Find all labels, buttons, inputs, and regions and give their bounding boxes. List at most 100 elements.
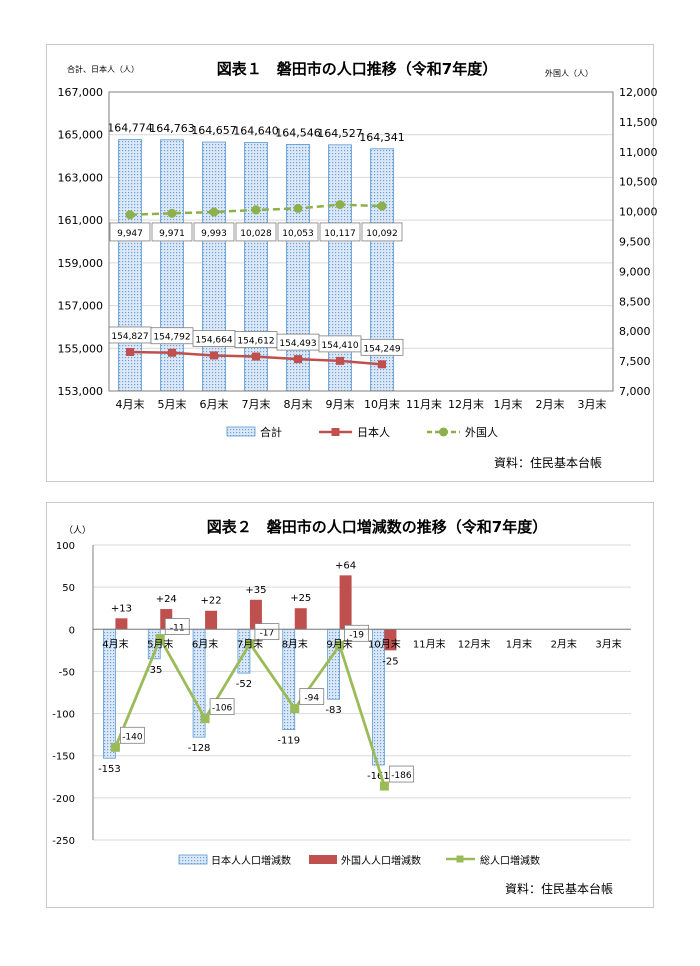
chart1-japanese-marker (126, 347, 134, 356)
population-chart-panel: 図表１ 磐田市の人口推移（令和7年度） 合計、日本人（人） 外国人（人） 164… (46, 44, 658, 482)
chart1-foreign-data-label: 10,028 (240, 229, 272, 239)
chart1-right-tick-label: 7,000 (619, 385, 651, 398)
chart1-foreign-marker (293, 203, 303, 213)
chart1-left-tick-label: 157,000 (58, 300, 104, 313)
chart1-x-tick-label: 3月末 (578, 397, 607, 411)
chart1-foreign-data-label: 9,971 (159, 229, 185, 239)
chart1-foreign-label-box (361, 222, 403, 242)
chart2-title: 図表２ 磐田市の人口増減数の推移（令和7年度） (207, 518, 547, 536)
chart1-left-tick-label: 153,000 (58, 385, 104, 398)
chart2-y-tick-label: 100 (56, 541, 75, 552)
legend-foreign-change-swatch (309, 855, 337, 864)
chart1-x-tick-label: 11月末 (406, 397, 442, 411)
chart1-plot-border (108, 91, 614, 392)
chart1-japanese-data-label: 154,249 (363, 344, 400, 354)
chart1-japanese-marker (168, 348, 176, 357)
chart1-legend: 合計 日本人 外国人 (226, 425, 498, 439)
chart2-total-marker (155, 634, 165, 644)
chart1-foreign-data-label: 10,092 (366, 229, 398, 239)
chart1-right-tick-label: 8,500 (619, 295, 651, 308)
chart2-total-data-label: -19 (349, 630, 364, 640)
chart2-total-label-box (164, 618, 190, 635)
chart2-source: 資料：住民基本台帳 (505, 881, 613, 896)
legend-total-swatch (226, 426, 256, 437)
chart2-total-marker (379, 781, 389, 791)
chart1-foreign-marker (209, 207, 219, 217)
chart1-total-data-label: 164,341 (359, 131, 405, 144)
chart2-total-data-label: -106 (212, 704, 233, 714)
chart2-x-tick-label: 7月末 (237, 637, 263, 650)
chart2-x-tick-label: 12月末 (458, 637, 491, 650)
chart2-total-label-box (389, 765, 414, 783)
chart2-total-label-box (120, 726, 145, 744)
chart1-x-tick-label: 7月末 (242, 397, 271, 411)
chart1-left-tick-label: 163,000 (58, 171, 104, 184)
chart1-left-tick-label: 165,000 (58, 129, 104, 142)
chart1-total-data-label: 164,527 (317, 127, 363, 140)
chart2-japanese-data-label: -119 (277, 736, 300, 747)
chart2-total-marker (290, 704, 300, 714)
chart1-left-tick-label: 167,000 (58, 86, 104, 99)
chart2-x-tick-label: 2月末 (551, 637, 577, 650)
legend-foreign-label: 外国人 (465, 426, 498, 439)
chart1-total-data-label: 164,763 (149, 122, 195, 135)
legend-japanese-marker-icon (331, 428, 340, 436)
chart2-total-marker (110, 742, 120, 752)
chart2-y-tick-label: 50 (62, 583, 75, 594)
legend-japanese-change-swatch (178, 854, 208, 865)
population-change-chart: 図表２ 磐田市の人口増減数の推移（令和7年度） （人） -153 -35 -128 -… (52, 518, 631, 896)
chart1-foreign-marker (125, 210, 135, 220)
chart2-japanese-data-label: -35 (146, 665, 162, 676)
chart1-japanese-data-label: 154,410 (321, 341, 358, 351)
chart2-foreign-bar (249, 599, 262, 630)
chart1-left-tick-label: 155,000 (58, 342, 104, 355)
chart1-japanese-data-label: 154,792 (153, 333, 190, 343)
chart1-foreign-label-box (277, 222, 319, 242)
chart2-x-tick-label: 4月末 (102, 637, 128, 650)
chart1-x-tick-label: 2月末 (536, 397, 565, 411)
chart2-foreign-bar (115, 618, 128, 630)
chart2-japanese-data-label: -153 (98, 764, 121, 775)
population-change-chart-panel: 図表２ 磐田市の人口増減数の推移（令和7年度） （人） -153 -35 -128 -… (46, 502, 654, 908)
chart1-x-tick-label: 12月末 (448, 397, 484, 411)
chart1-foreign-marker (335, 200, 345, 210)
chart1-japanese-marker (378, 360, 386, 369)
chart1-right-tick-label: 10,000 (619, 206, 658, 219)
chart1-japanese-data-label: 154,612 (237, 337, 274, 347)
chart2-x-tick-label: 10月末 (368, 637, 401, 650)
chart2-total-data-label: -17 (260, 629, 275, 639)
chart2-x-tick-label: 1月末 (506, 637, 532, 650)
chart1-japanese-marker (336, 356, 344, 365)
chart1-japanese-marker (210, 351, 218, 360)
chart2-japanese-data-label: -83 (325, 705, 341, 716)
chart1-right-tick-label: 11,500 (619, 116, 658, 129)
chart2-total-data-label: -94 (304, 694, 319, 704)
chart2-japanese-data-label: -52 (236, 679, 252, 690)
chart1-total-bar (328, 144, 352, 392)
chart2-foreign-bar (294, 608, 307, 630)
chart2-y-tick-label: -50 (59, 667, 75, 678)
chart1-x-tick-label: 4月末 (116, 397, 145, 411)
chart2-x-tick-label: 11月末 (413, 637, 446, 650)
chart1-left-tick-label: 161,000 (58, 214, 104, 227)
chart2-foreign-data-label: +22 (201, 596, 222, 607)
chart2-y-tick-label: -100 (52, 710, 75, 721)
chart2-total-marker (335, 640, 345, 650)
legend-total-change-marker-icon (456, 855, 464, 863)
chart2-x-tick-label: 3月末 (595, 637, 621, 650)
chart1-right-tick-label: 10,500 (619, 176, 658, 189)
chart1-foreign-data-label: 9,947 (117, 229, 143, 239)
chart1-japanese-data-label: 154,493 (279, 339, 316, 349)
chart1-x-tick-label: 8月末 (284, 397, 313, 411)
legend-total-change-label: 総人口増減数 (480, 854, 540, 867)
chart2-total-label-box (299, 688, 325, 705)
chart1-foreign-data-label: 10,053 (282, 229, 314, 239)
chart1-total-data-label: 164,640 (233, 124, 279, 137)
chart2-total-label-box (209, 698, 235, 716)
legend-japanese-label: 日本人 (357, 425, 390, 439)
chart2-foreign-bar (339, 575, 352, 630)
chart1-japanese-data-label: 154,827 (111, 332, 148, 342)
chart2-foreign-data-label: +13 (111, 603, 132, 614)
chart1-total-data-label: 164,546 (275, 126, 321, 139)
chart1-total-data-label: 164,774 (107, 122, 153, 135)
